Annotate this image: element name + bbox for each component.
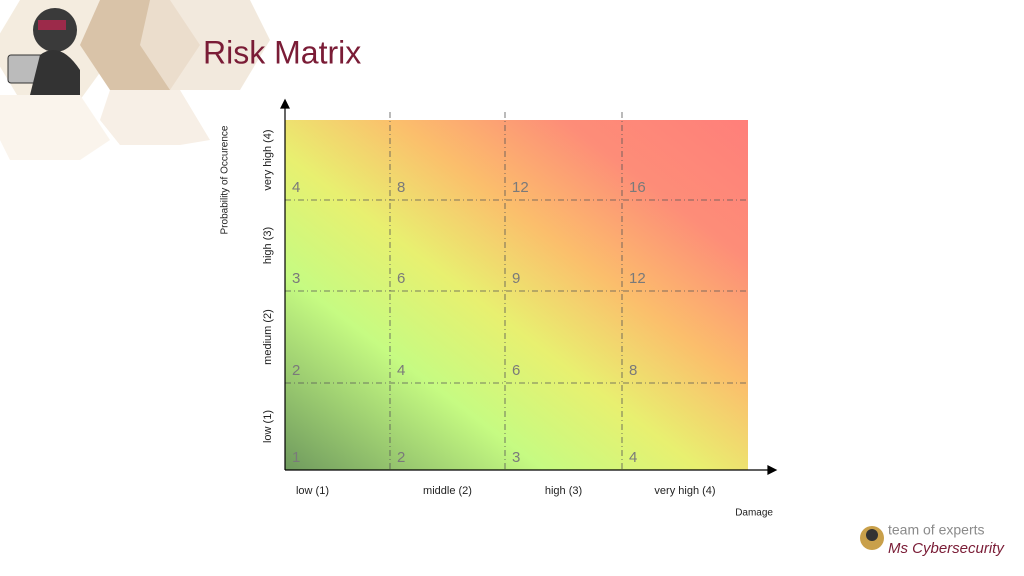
risk-score: 16 (629, 179, 646, 196)
y-level-label: medium (2) (262, 309, 274, 365)
y-axis-label: Probability of Occurence (220, 125, 231, 234)
logo-line2: Ms Cybersecurity (888, 540, 1005, 557)
risk-score: 9 (512, 270, 520, 287)
risk-score: 12 (512, 179, 529, 196)
grid (285, 112, 748, 470)
risk-score: 8 (397, 179, 405, 196)
risk-score: 8 (629, 362, 637, 379)
logo-line1: team of experts (888, 522, 985, 538)
risk-score: 2 (397, 449, 405, 466)
x-level-label: very high (4) (654, 485, 715, 497)
y-level-label: very high (4) (262, 129, 274, 190)
risk-score: 3 (512, 449, 520, 466)
risk-score: 12 (629, 270, 646, 287)
risk-gradient (285, 120, 748, 470)
x-level-label: high (3) (545, 485, 582, 497)
decoration (0, 0, 270, 160)
risk-score: 1 (292, 449, 300, 466)
axes (280, 98, 778, 475)
risk-score: 2 (292, 362, 300, 379)
y-level-label: high (3) (262, 227, 274, 264)
risk-score: 6 (512, 362, 520, 379)
risk-score: 4 (629, 449, 637, 466)
risk-score: 3 (292, 270, 300, 287)
logo: team of experts Ms Cybersecurity (860, 522, 1005, 557)
x-level-label: middle (2) (423, 485, 472, 497)
x-axis-label: Damage (735, 508, 773, 519)
y-level-label: low (1) (262, 410, 274, 443)
risk-score: 4 (397, 362, 405, 379)
risk-score: 4 (292, 179, 300, 196)
x-level-label: low (1) (296, 485, 329, 497)
title: Risk Matrix (203, 34, 361, 70)
risk-score: 6 (397, 270, 405, 287)
